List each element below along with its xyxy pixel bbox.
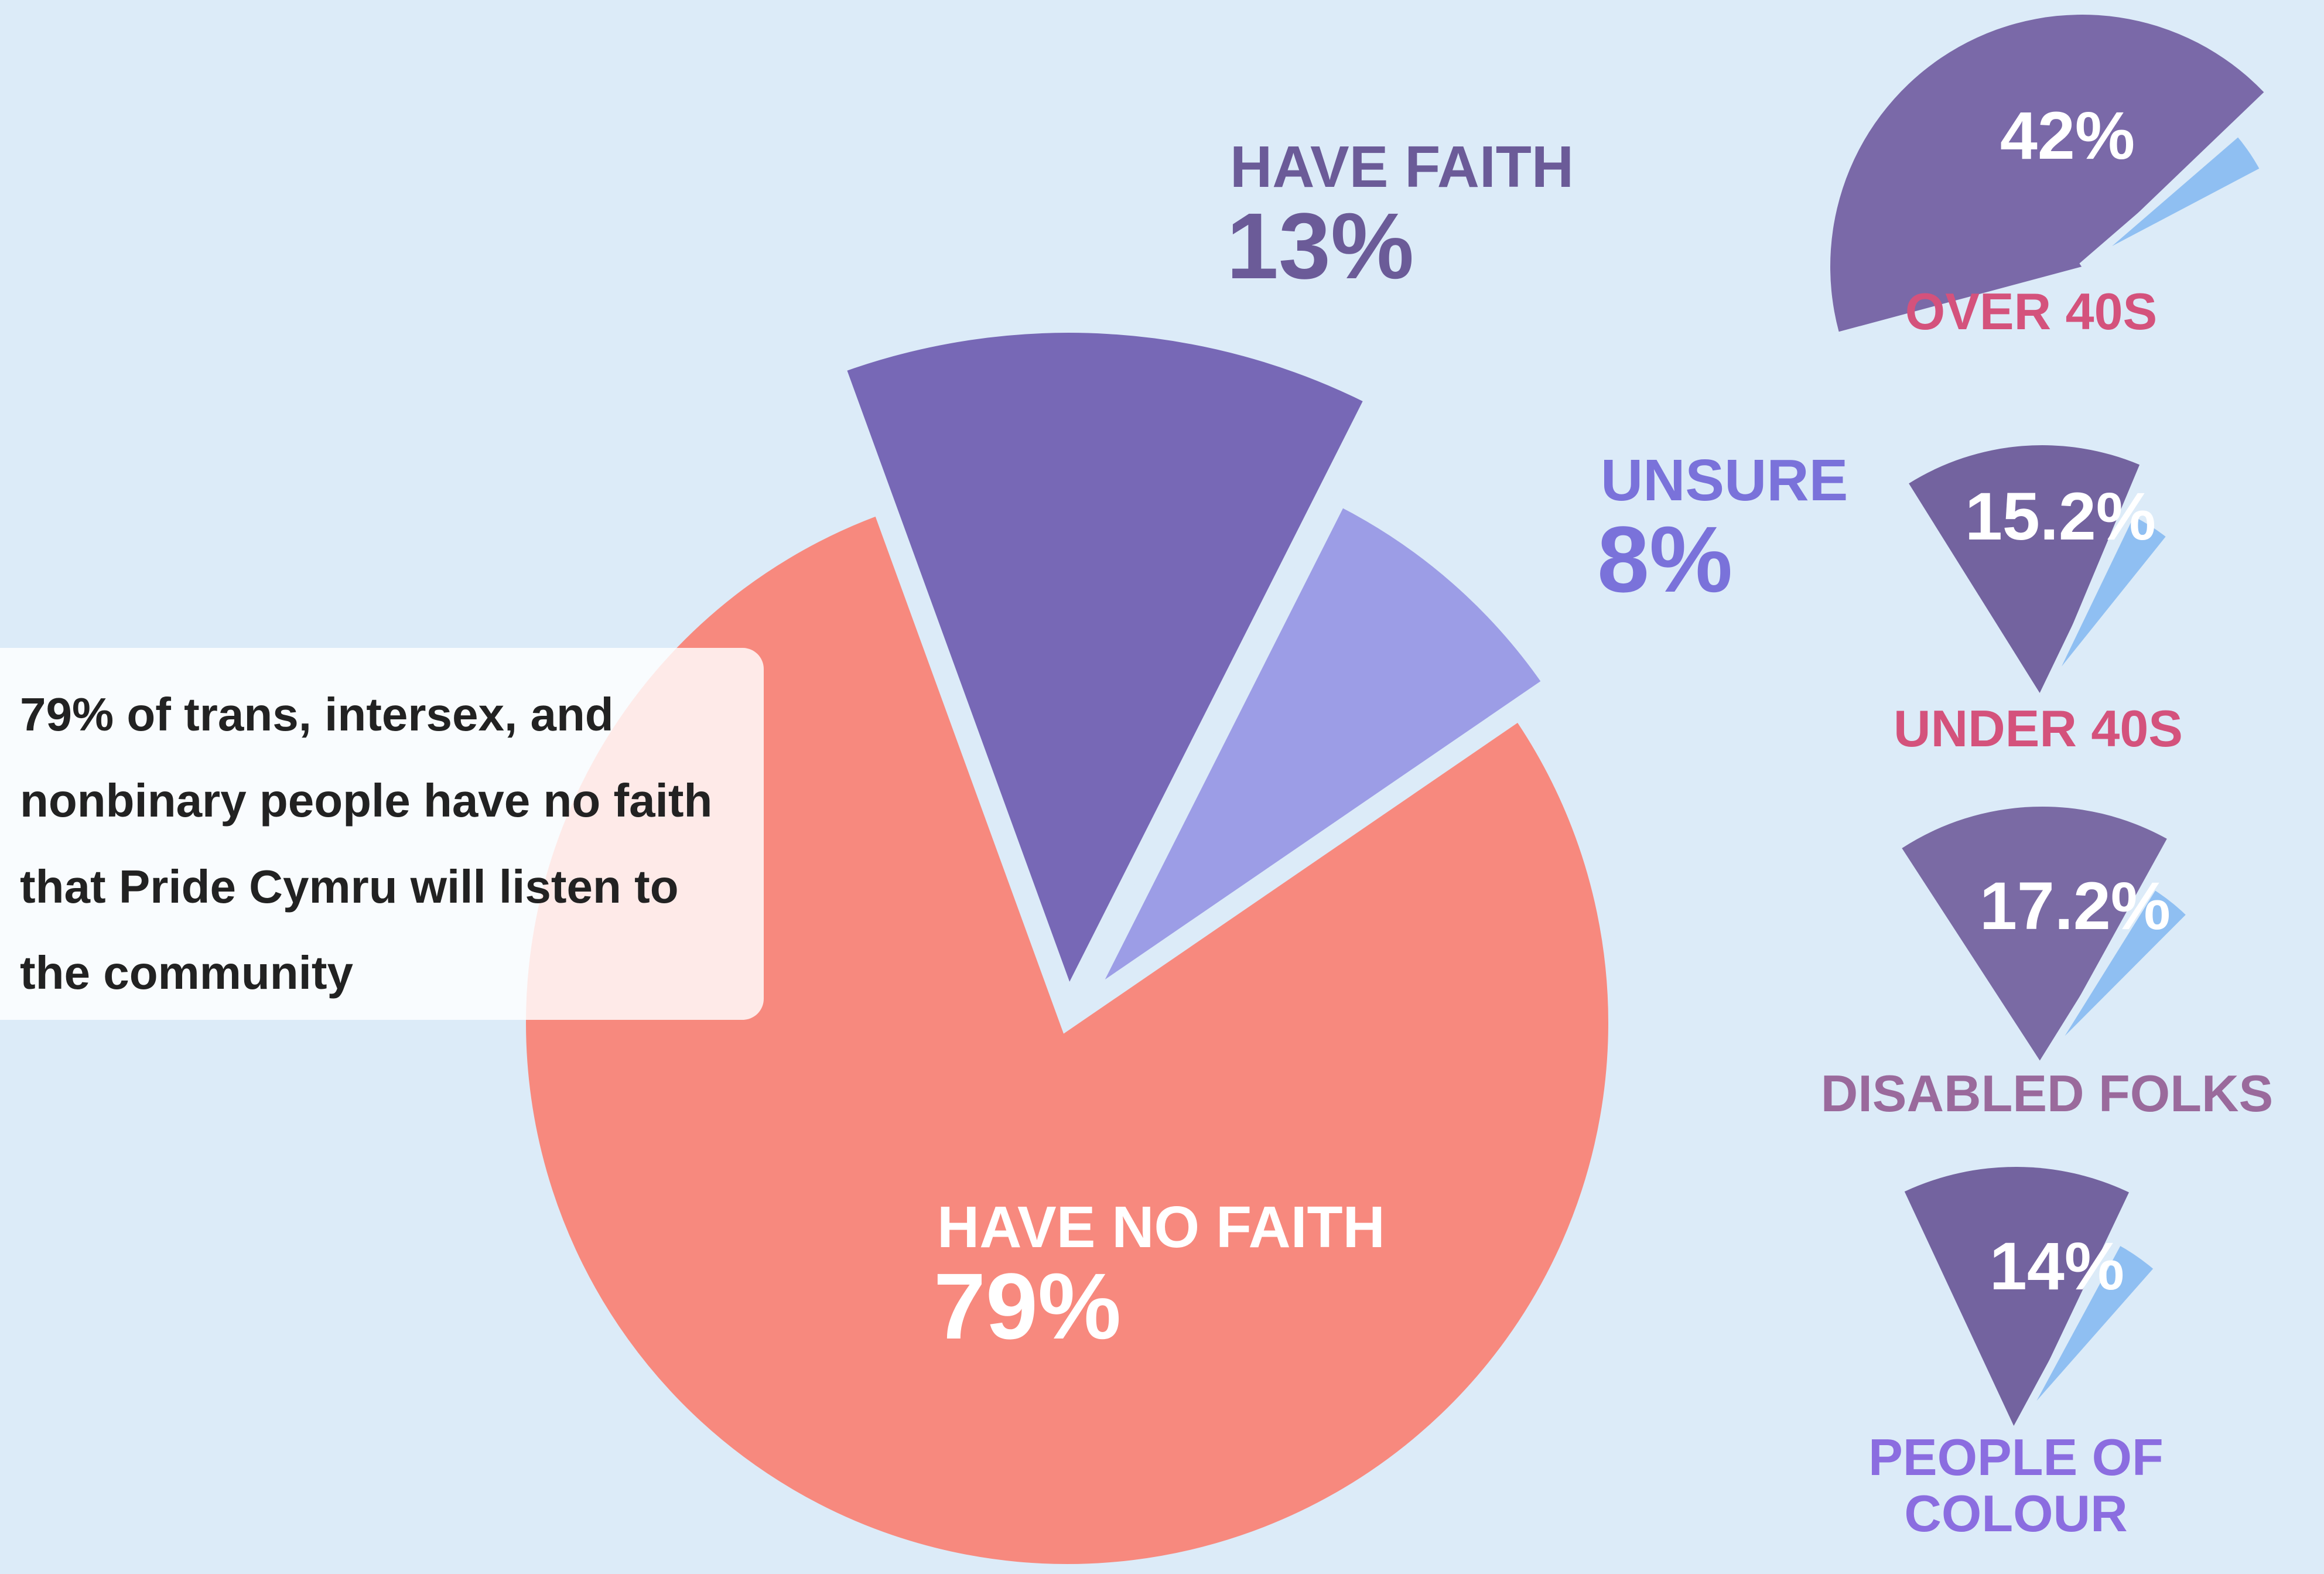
- decor-slice: [2038, 505, 2178, 700]
- pie-slice: [829, 319, 1382, 1018]
- decor-slice: [2079, 125, 2271, 271]
- slice-value: 8%: [1597, 507, 1733, 612]
- pie-slice: [1909, 445, 2140, 697]
- pie-slice: [1080, 489, 1560, 1007]
- slice-label: UNSURE: [1601, 448, 1848, 513]
- annotation: 79% of trans, intersex, and nonbinary pe…: [0, 648, 764, 1020]
- pie-title: PEOPLE OF COLOUR: [1868, 1428, 2164, 1542]
- pie-title: OVER 40S: [1905, 282, 2158, 340]
- pie-title: UNDER 40S: [1894, 699, 2183, 757]
- slice-value: 14%: [1989, 1229, 2125, 1304]
- slice-label: HAVE FAITH: [1230, 134, 1574, 200]
- slice-value: 17.2%: [1979, 869, 2171, 944]
- slice-label: HAVE NO FAITH: [937, 1194, 1385, 1260]
- pie-slice: [1830, 14, 2264, 332]
- pie-slice: [1902, 806, 2167, 1064]
- slice-value: 79%: [934, 1254, 1122, 1358]
- slice-value: 13%: [1226, 193, 1414, 298]
- decor-slice: [2012, 1234, 2165, 1433]
- slice-value: 15.2%: [1964, 479, 2156, 554]
- pie-title: DISABLED FOLKS: [1820, 1064, 2274, 1122]
- pie-slice: [1904, 1167, 2130, 1430]
- decor-slice: [2039, 879, 2197, 1067]
- slice-value: 42%: [2000, 98, 2135, 173]
